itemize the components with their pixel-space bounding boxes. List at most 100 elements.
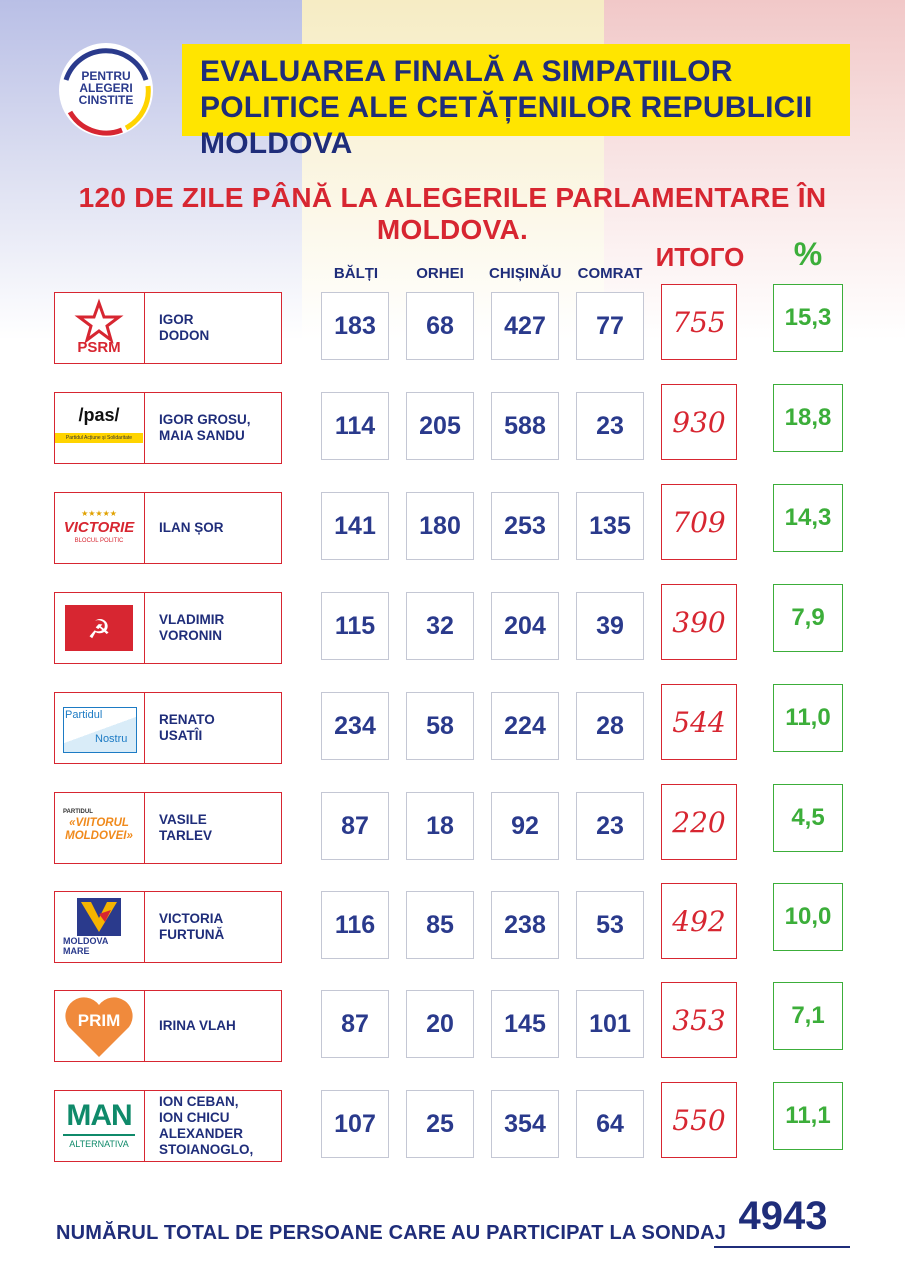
cell-orhei: 180 (406, 492, 474, 560)
logo-label: MAN (66, 1099, 132, 1132)
logo-label: «VIITORUL MOLDOVEI» (65, 817, 133, 842)
candidate-names: VICTORIA FURTUNĂ (159, 911, 225, 942)
party-card: ☭ VLADIMIR VORONIN (54, 592, 282, 664)
cell-balti: 234 (321, 692, 389, 760)
cell-comrat: 23 (576, 792, 644, 860)
party-logo: MOLDOVA MARE (55, 892, 145, 962)
cell-total: 390 (661, 584, 737, 660)
cell-comrat: 64 (576, 1090, 644, 1158)
logo-label: MOLDOVA MARE (63, 936, 109, 956)
logo-sublabel: PARTIDUL (63, 809, 93, 815)
cell-comrat: 28 (576, 692, 644, 760)
candidate-names: ION CEBAN, ION CHICU ALEXANDER STOIANOGL… (159, 1094, 254, 1157)
candidate-names: ILAN ȘOR (159, 520, 224, 535)
logo-label: PSRM (77, 339, 121, 356)
cell-percent: 4,5 (773, 784, 843, 852)
logo-sublabel: Nostru (95, 733, 128, 745)
cell-chisinau: 204 (491, 592, 559, 660)
cell-orhei: 32 (406, 592, 474, 660)
cell-balti: 87 (321, 792, 389, 860)
cell-balti: 183 (321, 292, 389, 360)
party-logo: PARTIDUL «VIITORUL MOLDOVEI» (55, 793, 145, 863)
cell-balti: 116 (321, 891, 389, 959)
party-logo: ★★★★★ VICTORIE BLOCUL POLITIC (55, 493, 145, 563)
cell-orhei: 18 (406, 792, 474, 860)
cell-orhei: 20 (406, 990, 474, 1058)
cell-percent: 11,1 (773, 1082, 843, 1150)
column-header-chisinau: CHIȘINĂU (489, 265, 562, 282)
logo-sublabel: Partidul Acțiune și Solidaritate (65, 435, 133, 441)
cell-chisinau: 145 (491, 990, 559, 1058)
party-card: MAN ALTERNATIVA ION CEBAN, ION CHICU ALEXA… (54, 1090, 282, 1162)
cell-orhei: 25 (406, 1090, 474, 1158)
cell-chisinau: 354 (491, 1090, 559, 1158)
organization-logo (59, 43, 153, 137)
column-header-percent: % (793, 236, 823, 272)
cell-total: 709 (661, 484, 737, 560)
cell-percent: 14,3 (773, 484, 843, 552)
party-card: PSRM IGOR DODON (54, 292, 282, 364)
cell-chisinau: 238 (491, 891, 559, 959)
cell-percent: 7,1 (773, 982, 843, 1050)
cell-comrat: 23 (576, 392, 644, 460)
candidate-names: IGOR DODON (159, 312, 210, 343)
cell-total: 220 (661, 784, 737, 860)
logo-text: PENTRU ALEGERI CINSTITE (78, 69, 134, 107)
cell-total: 930 (661, 384, 737, 460)
cell-total: 492 (661, 883, 737, 959)
party-card: ★★★★★ VICTORIE BLOCUL POLITIC ILAN ȘOR (54, 492, 282, 564)
logo-sublabel: BLOCUL POLITIC (74, 538, 124, 544)
cell-comrat: 135 (576, 492, 644, 560)
party-logo: Partidul Nostru (55, 693, 145, 763)
cell-orhei: 58 (406, 692, 474, 760)
logo-label: PRIM (77, 1011, 121, 1030)
party-logo: MAN ALTERNATIVA (55, 1091, 145, 1161)
cell-percent: 10,0 (773, 883, 843, 951)
total-underline (714, 1246, 850, 1248)
cell-orhei: 205 (406, 392, 474, 460)
cell-percent: 15,3 (773, 284, 843, 352)
cell-percent: 7,9 (773, 584, 843, 652)
cell-balti: 87 (321, 990, 389, 1058)
cell-chisinau: 92 (491, 792, 559, 860)
party-card: PRIM IRINA VLAH (54, 990, 282, 1062)
title-banner (182, 44, 850, 136)
party-card: /pas/Partidul Acțiune și Solidaritate IGO… (54, 392, 282, 464)
footer-label: NUMĂRUL TOTAL DE PERSOANE CARE AU PARTIC… (56, 1222, 727, 1244)
candidate-names: IRINA VLAH (159, 1018, 236, 1033)
party-logo: PSRM (55, 293, 145, 363)
column-header-balti: BĂLȚI (333, 265, 379, 282)
participants-total: 4943 (738, 1194, 828, 1238)
cell-balti: 141 (321, 492, 389, 560)
cell-chisinau: 224 (491, 692, 559, 760)
page-title: EVALUAREA FINALĂ A SIMPATIILOR POLITICE … (200, 55, 813, 160)
cell-balti: 114 (321, 392, 389, 460)
party-card: MOLDOVA MARE VICTORIA FURTUNĂ (54, 891, 282, 963)
column-header-comrat: COMRAT (577, 265, 643, 282)
cell-balti: 115 (321, 592, 389, 660)
logo-label: VICTORIE (63, 519, 135, 536)
candidate-names: VLADIMIR VORONIN (159, 612, 225, 643)
party-logo: /pas/Partidul Acțiune și Solidaritate (55, 393, 145, 463)
cell-comrat: 39 (576, 592, 644, 660)
cell-balti: 107 (321, 1090, 389, 1158)
cell-chisinau: 427 (491, 292, 559, 360)
cell-percent: 18,8 (773, 384, 843, 452)
party-card: PARTIDUL «VIITORUL MOLDOVEI» VASILE TARLEV (54, 792, 282, 864)
logo-label: ☭ (87, 614, 111, 644)
cell-chisinau: 588 (491, 392, 559, 460)
candidate-names: VASILE TARLEV (159, 812, 212, 843)
candidate-names: RENATO USATÎI (159, 712, 215, 743)
column-header-orhei: ORHEI (416, 265, 464, 282)
cell-percent: 11,0 (773, 684, 843, 752)
logo-sublabel: ALTERNATIVA (69, 1139, 129, 1149)
party-logo: PRIM (55, 991, 145, 1061)
cell-total: 755 (661, 284, 737, 360)
cell-total: 544 (661, 684, 737, 760)
page-subtitle: 120 DE ZILE PÂNĂ LA ALEGERILE PARLAMENTA… (78, 182, 827, 245)
logo-label: /pas/ (78, 405, 120, 425)
cell-orhei: 68 (406, 292, 474, 360)
party-card: Partidul Nostru RENATO USATÎI (54, 692, 282, 764)
candidate-names: IGOR GROSU, MAIA SANDU (159, 412, 251, 443)
cell-orhei: 85 (406, 891, 474, 959)
